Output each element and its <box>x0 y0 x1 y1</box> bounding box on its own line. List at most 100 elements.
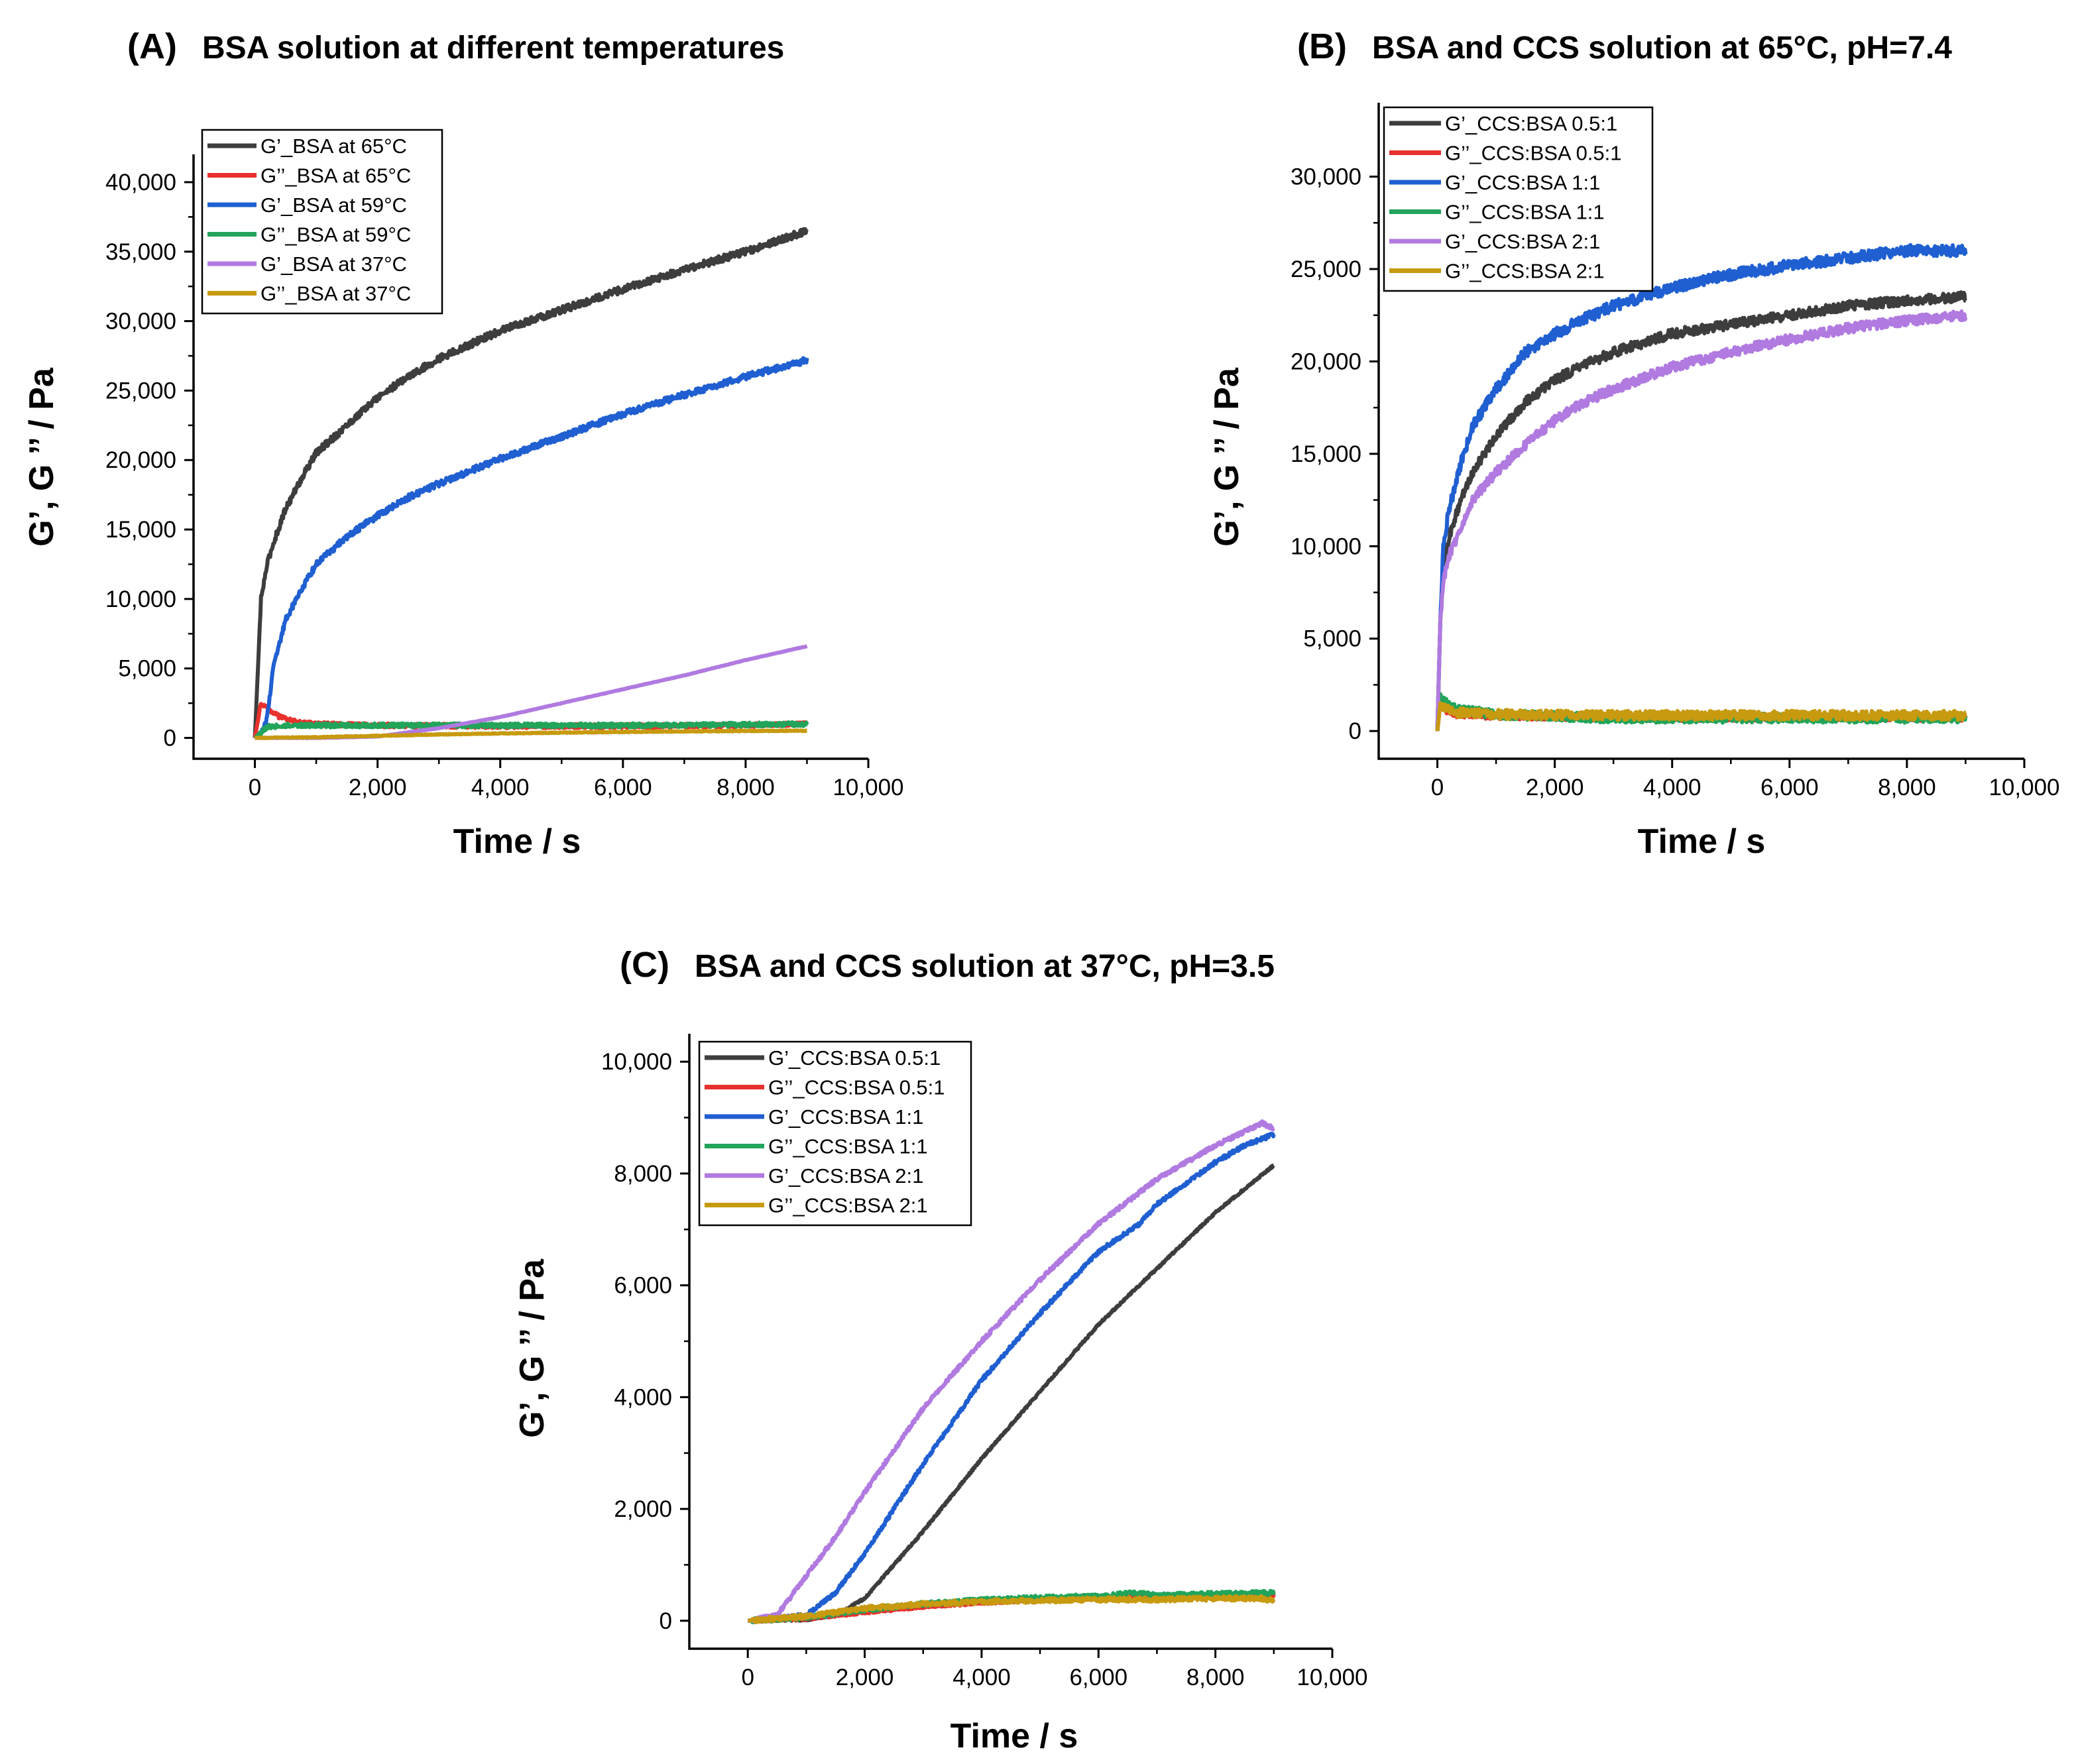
x-tick-label: 6,000 <box>594 775 652 800</box>
panel-b-legend: G’_CCS:BSA 0.5:1 G’’_CCS:BSA 0.5:1 G’_CCS:… <box>1383 106 1654 292</box>
y-tick-label: 2,000 <box>614 1496 672 1522</box>
panel-b: (B) BSA and CCS solution at 65°C, pH=7.4… <box>1208 27 2060 861</box>
legend-label: G’_BSA at 65°C <box>260 135 407 158</box>
panel-c-title: BSA and CCS solution at 37°C, pH=3.5 <box>695 949 1275 984</box>
y-tick-label: 5,000 <box>1303 626 1361 652</box>
panel-c-x-ticks: 0 2,000 4,000 6,000 8,000 10,000 <box>741 1649 1368 1690</box>
panel-a-x-ticks: 0 2,000 4,000 6,000 8,000 10,000 <box>249 759 904 800</box>
legend-label: G’’_CCS:BSA 2:1 <box>1445 260 1605 283</box>
y-tick-label: 20,000 <box>1291 349 1361 374</box>
series-line-c-1 <box>746 1163 1275 1624</box>
panel-b-y-ticks: 0 5,000 10,000 15,000 20,000 25,000 30,000 <box>1291 164 1379 744</box>
panel-c-xlabel: Time / s <box>951 1717 1078 1755</box>
series-line-c-6 <box>746 1594 1276 1625</box>
series-line-c-5 <box>746 1119 1275 1624</box>
legend-label: G’_BSA at 59°C <box>260 193 407 217</box>
y-tick-label: 35,000 <box>105 239 176 265</box>
panel-b-title: BSA and CCS solution at 65°C, pH=7.4 <box>1372 30 1952 66</box>
panel-c-ylabel: G’, G ’’ / Pa <box>513 1258 551 1438</box>
y-tick-label: 6,000 <box>614 1273 672 1299</box>
x-tick-label: 8,000 <box>1186 1665 1245 1690</box>
y-tick-label: 30,000 <box>105 309 176 335</box>
x-tick-label: 2,000 <box>349 775 407 800</box>
legend-label: G’’_BSA at 59°C <box>260 223 411 247</box>
y-tick-label: 10,000 <box>601 1049 672 1075</box>
y-tick-label: 25,000 <box>1291 256 1361 282</box>
x-tick-label: 4,000 <box>471 775 530 800</box>
panel-a: (A) BSA solution at different temperatur… <box>23 27 904 861</box>
panel-b-series <box>1435 243 1968 732</box>
series-line-a-3 <box>253 356 809 740</box>
legend-label: G’_CCS:BSA 2:1 <box>1445 230 1600 253</box>
panel-c-legend: G’_CCS:BSA 0.5:1 G’’_CCS:BSA 0.5:1 G’_CCS:… <box>698 1040 972 1227</box>
y-tick-label: 15,000 <box>105 517 176 543</box>
x-tick-label: 2,000 <box>836 1665 894 1690</box>
legend-label: G’’_CCS:BSA 0.5:1 <box>768 1076 945 1099</box>
y-tick-label: 0 <box>660 1608 672 1634</box>
series-line-b-6 <box>1435 701 1967 732</box>
panel-a-legend-box <box>201 129 443 315</box>
legend-label: G’’_CCS:BSA 2:1 <box>768 1194 928 1217</box>
y-tick-label: 15,000 <box>1291 441 1361 467</box>
panel-b-legend-box <box>1383 106 1654 292</box>
series-line-b-3 <box>1435 243 1968 732</box>
y-tick-label: 0 <box>164 726 176 751</box>
x-tick-label: 2,000 <box>1526 775 1584 800</box>
y-tick-label: 10,000 <box>105 586 176 612</box>
x-tick-label: 10,000 <box>1988 775 2059 800</box>
x-tick-label: 10,000 <box>1296 1665 1367 1690</box>
x-tick-label: 6,000 <box>1069 1665 1127 1690</box>
y-tick-label: 40,000 <box>105 170 176 195</box>
x-tick-label: 4,000 <box>1643 775 1701 800</box>
y-tick-label: 0 <box>1349 718 1361 744</box>
x-tick-label: 0 <box>741 1665 754 1690</box>
y-tick-label: 10,000 <box>1291 533 1361 559</box>
legend-label: G’_CCS:BSA 0.5:1 <box>1445 112 1617 135</box>
legend-label: G’’_CCS:BSA 0.5:1 <box>1445 142 1622 165</box>
panel-a-axes <box>192 154 868 760</box>
legend-label: G’’_CCS:BSA 1:1 <box>768 1135 928 1158</box>
panel-b-xlabel: Time / s <box>1638 822 1766 861</box>
series-line-c-3 <box>746 1131 1276 1623</box>
panel-b-ylabel: G’, G ’’ / Pa <box>1208 367 1246 547</box>
panel-b-x-ticks: 0 2,000 4,000 6,000 8,000 10,000 <box>1431 759 2060 800</box>
x-tick-label: 8,000 <box>1878 775 1936 800</box>
y-tick-label: 8,000 <box>614 1161 672 1187</box>
y-tick-label: 5,000 <box>118 656 176 682</box>
panel-c: (C) BSA and CCS solution at 37°C, pH=3.5… <box>513 945 1368 1755</box>
panel-a-series <box>253 227 809 740</box>
x-tick-label: 10,000 <box>833 775 903 800</box>
legend-label: G’_CCS:BSA 0.5:1 <box>768 1046 941 1070</box>
legend-label: G’_CCS:BSA 1:1 <box>1445 171 1600 194</box>
panel-a-y-ticks: 0 5,000 10,000 15,000 20,000 25,000 30,000 35,0… <box>105 170 194 751</box>
series-line-a-1 <box>253 227 809 738</box>
y-tick-label: 4,000 <box>614 1384 672 1410</box>
y-tick-label: 25,000 <box>105 378 176 404</box>
panel-a-tag: (A) <box>127 27 177 66</box>
panel-b-tag: (B) <box>1297 27 1347 66</box>
panel-a-ylabel: G’, G ’’ / Pa <box>23 367 61 547</box>
panel-c-tag: (C) <box>620 945 669 985</box>
x-tick-label: 8,000 <box>717 775 775 800</box>
x-tick-label: 0 <box>249 775 261 800</box>
panel-a-xlabel: Time / s <box>453 822 581 861</box>
panel-c-series <box>746 1119 1276 1625</box>
x-tick-label: 6,000 <box>1760 775 1819 800</box>
panel-b-axes <box>1377 103 2024 760</box>
y-tick-label: 30,000 <box>1291 164 1361 190</box>
x-tick-label: 4,000 <box>952 1665 1011 1690</box>
x-tick-label: 0 <box>1431 775 1444 800</box>
series-line-b-5 <box>1435 309 1968 732</box>
legend-label: G’’_BSA at 65°C <box>260 164 411 188</box>
panel-a-title: BSA solution at different temperatures <box>202 30 784 66</box>
y-tick-label: 20,000 <box>105 447 176 473</box>
legend-label: G’’_CCS:BSA 1:1 <box>1445 201 1605 224</box>
legend-label: G’_CCS:BSA 1:1 <box>768 1105 923 1129</box>
legend-label: G’_CCS:BSA 2:1 <box>768 1164 923 1187</box>
panel-a-legend: G’_BSA at 65°C G’’_BSA at 65°C G’_BSA at 5… <box>201 129 443 315</box>
panel-c-legend-box <box>698 1040 972 1227</box>
series-line-b-1 <box>1435 290 1967 732</box>
series-line-a-4 <box>253 720 809 740</box>
legend-label: G’’_BSA at 37°C <box>260 282 411 305</box>
